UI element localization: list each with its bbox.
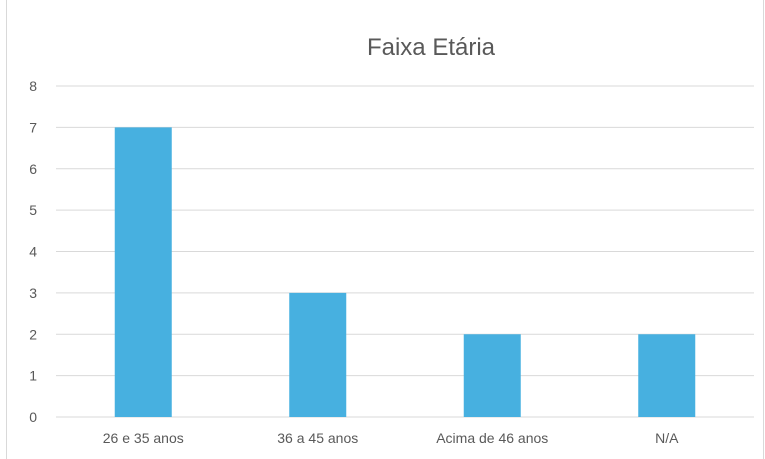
bar-2 [289,292,347,417]
y-tick-label: 1 [29,368,37,384]
bars [114,127,696,417]
gridlines [56,85,754,418]
y-tick-label: 8 [29,78,37,94]
chart-title: Faixa Etária [367,34,496,61]
chart-frame [6,0,764,459]
bar-4 [638,334,696,417]
y-tick-label: 5 [29,202,37,218]
bar-3 [463,334,521,417]
x-category-label: 26 e 35 anos [103,430,184,446]
x-axis-labels: 26 e 35 anos 36 a 45 anos Acima de 46 anos… [103,430,679,446]
y-tick-label: 7 [29,119,37,135]
x-category-label: Acima de 46 anos [436,430,548,446]
bar-1 [114,127,172,417]
y-tick-label: 6 [29,161,37,177]
y-tick-label: 3 [29,285,37,301]
y-tick-label: 2 [29,326,37,342]
y-tick-label: 4 [29,244,37,260]
y-tick-label: 0 [29,409,37,425]
x-category-label: 36 a 45 anos [277,430,358,446]
y-axis-ticks: 0 1 2 3 4 5 6 7 8 [29,78,37,425]
x-category-label: N/A [655,430,679,446]
